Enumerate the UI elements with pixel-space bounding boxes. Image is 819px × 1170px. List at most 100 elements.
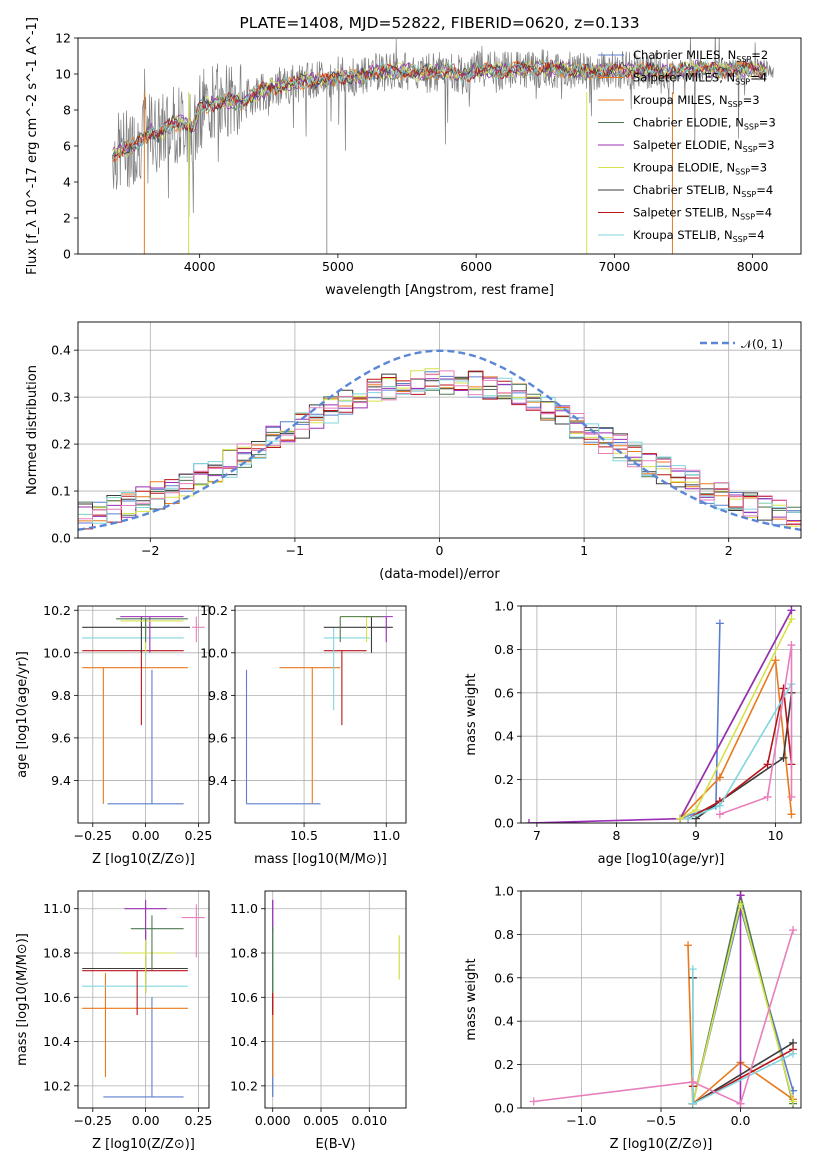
observed-spectrum bbox=[112, 38, 774, 218]
y-tick-label: 10.2 bbox=[230, 1078, 258, 1093]
x-tick-label: −2 bbox=[141, 543, 159, 558]
y-tick-label: 0.3 bbox=[51, 390, 71, 405]
y-tick-label: 0.6 bbox=[494, 685, 514, 700]
weight-lines bbox=[524, 606, 796, 823]
weight-marker bbox=[676, 814, 685, 823]
weight-marker bbox=[715, 773, 724, 782]
x-tick-label: 1 bbox=[580, 543, 588, 558]
axes-frame bbox=[77, 890, 210, 1109]
weight-line bbox=[679, 657, 793, 820]
y-tick-label: 0.2 bbox=[494, 1057, 514, 1072]
y-tick-label: 10 bbox=[55, 67, 71, 82]
y-tick-label: 6 bbox=[63, 139, 71, 154]
legend-entry: Chabrier MILES, NSSP=2 bbox=[633, 48, 768, 64]
weight-marker bbox=[789, 1049, 798, 1058]
weight-marker bbox=[787, 792, 796, 801]
y-tick-label: 0.4 bbox=[51, 343, 71, 358]
y-tick-label: 0 bbox=[63, 247, 71, 262]
weight-line bbox=[687, 945, 794, 1106]
x-tick-label: 7 bbox=[533, 828, 541, 843]
y-tick-label: 0.2 bbox=[494, 772, 514, 787]
y-tick-label: 10.4 bbox=[230, 1034, 258, 1049]
y-tick-label: 10.2 bbox=[43, 1078, 71, 1093]
x-tick-label: 0.25 bbox=[185, 828, 213, 843]
y-axis-label: Normed distribution bbox=[25, 365, 40, 495]
weight-marker bbox=[771, 656, 780, 665]
panel-5: −0.25 0.00 0.25 10.2 10.4 10.6 10.8 11.0 Z [log1… bbox=[15, 890, 213, 1152]
error-bars bbox=[245, 616, 393, 805]
weight-marker bbox=[787, 615, 796, 624]
legend-entry: Chabrier ELODIE, NSSP=3 bbox=[633, 116, 776, 132]
axes-frame bbox=[77, 321, 802, 539]
y-tick-label: 4 bbox=[63, 175, 71, 190]
weight-line bbox=[533, 929, 794, 1105]
weight-line bbox=[687, 683, 793, 820]
spectrum-plot bbox=[112, 38, 774, 254]
x-tick-label: 0.010 bbox=[351, 1113, 387, 1128]
weight-marker bbox=[787, 641, 796, 650]
x-axis-label: wavelength [Angstrom, rest frame] bbox=[325, 283, 554, 298]
y-tick-label: 10.8 bbox=[43, 946, 71, 961]
y-tick-label: 11.0 bbox=[230, 901, 258, 916]
y-tick-label: 2 bbox=[63, 211, 71, 226]
legend-entry: Salpeter STELIB, NSSP=4 bbox=[633, 206, 772, 222]
x-tick-label: 4000 bbox=[184, 259, 216, 274]
y-tick-label: 0.0 bbox=[494, 1101, 514, 1116]
model-spectrum bbox=[112, 58, 767, 161]
legend-entry: Chabrier STELIB, NSSP=4 bbox=[633, 183, 773, 199]
y-axis-label: mass [log10(M/M⊙)] bbox=[15, 933, 30, 1066]
legend: 𝒩(0, 1) bbox=[700, 337, 783, 351]
x-tick-label: 6000 bbox=[460, 259, 492, 274]
y-tick-label: 11.0 bbox=[43, 901, 71, 916]
x-axis-label: mass [log10(M/M⊙)] bbox=[254, 852, 387, 867]
weight-marker bbox=[736, 891, 745, 900]
weight-marker bbox=[736, 1099, 745, 1108]
y-tick-label: 12 bbox=[55, 31, 71, 46]
y-tick-label: 0.0 bbox=[494, 816, 514, 831]
y-axis-label: Flux [f_λ 10^-17 erg cm^-2 s^-1 A^-1] bbox=[25, 17, 40, 275]
x-tick-label: −1 bbox=[286, 543, 304, 558]
weight-marker bbox=[688, 1077, 697, 1086]
histograms bbox=[78, 349, 801, 538]
panel-2: −0.25 0.00 0.25 9.4 9.6 9.8 10.0 10.2 Z [log10(Z… bbox=[15, 603, 212, 867]
error-bars bbox=[82, 899, 205, 1098]
axes-frame bbox=[234, 605, 407, 824]
y-tick-label: 9.6 bbox=[208, 730, 228, 745]
axes-frame bbox=[77, 605, 210, 824]
y-tick-label: 9.4 bbox=[51, 773, 71, 788]
axes-frame bbox=[520, 605, 802, 824]
weight-marker bbox=[779, 753, 788, 762]
x-tick-label: 0 bbox=[436, 543, 444, 558]
axes-frame bbox=[520, 890, 802, 1109]
legend-entry: Salpeter MILES, NSSP=4 bbox=[633, 71, 767, 87]
error-bars bbox=[272, 899, 400, 1097]
y-tick-label: 9.6 bbox=[51, 730, 71, 745]
y-tick-label: 0.0 bbox=[51, 531, 71, 546]
weight-marker bbox=[736, 900, 745, 909]
weight-lines bbox=[529, 891, 798, 1108]
y-tick-label: 10.6 bbox=[43, 990, 71, 1005]
x-axis-label: Z [log10(Z/Z⊙)] bbox=[92, 1137, 195, 1152]
x-tick-label: 11.0 bbox=[372, 828, 400, 843]
x-tick-label: −0.25 bbox=[74, 828, 112, 843]
y-tick-label: 0.8 bbox=[494, 642, 514, 657]
weight-marker bbox=[715, 810, 724, 819]
weight-marker bbox=[789, 926, 798, 935]
x-tick-label: 8000 bbox=[737, 259, 769, 274]
weight-line bbox=[528, 609, 793, 823]
y-tick-label: 9.4 bbox=[208, 773, 228, 788]
weight-marker bbox=[684, 941, 693, 950]
x-tick-label: 0.0 bbox=[731, 1113, 751, 1128]
x-tick-label: 0.25 bbox=[185, 1113, 213, 1128]
weight-marker bbox=[688, 1099, 697, 1108]
x-tick-label: 9 bbox=[692, 828, 700, 843]
y-tick-label: 0.4 bbox=[494, 729, 514, 744]
legend-entry: Kroupa ELODIE, NSSP=3 bbox=[633, 161, 767, 177]
panel-4: 7 8 9 10 0.0 0.2 0.4 0.6 0.8 1.0 age [log10(age/yr… bbox=[464, 599, 802, 867]
panel-3: 10.5 11.0 9.4 9.6 9.8 10.0 10.2 mass [log10(M/M… bbox=[200, 603, 407, 867]
y-tick-label: 10.4 bbox=[43, 1034, 71, 1049]
weight-marker bbox=[787, 606, 796, 615]
panel-0: PLATE=1408, MJD=52822, FIBERID=0620, z=0… bbox=[25, 14, 802, 298]
weight-marker bbox=[763, 760, 772, 769]
